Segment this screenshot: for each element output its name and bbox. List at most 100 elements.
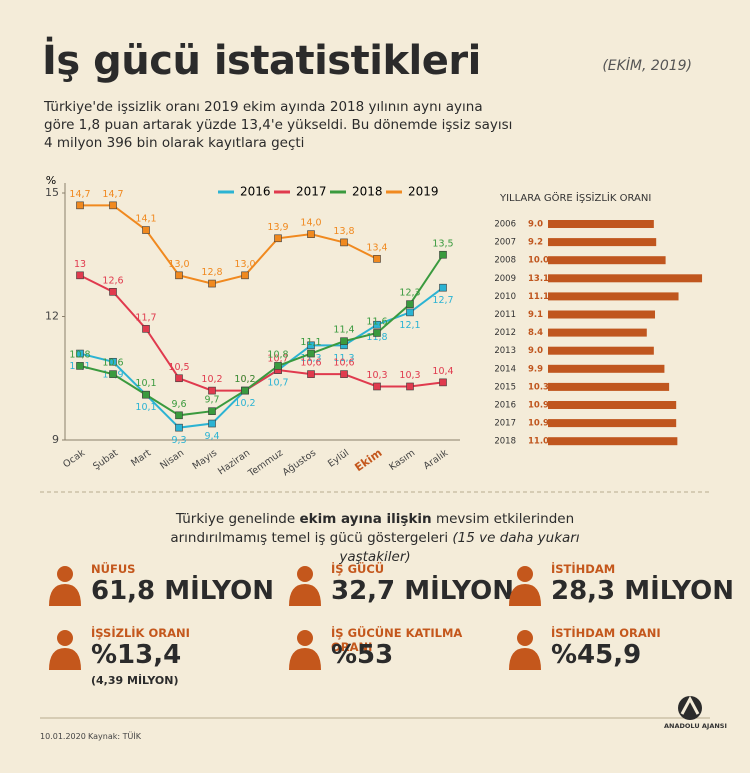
value-label: 10,3	[399, 370, 420, 381]
bar	[548, 238, 657, 247]
value-label: 8.4	[528, 328, 543, 338]
stat: İŞ GÜCÜ 32,7 MİLYON	[285, 560, 514, 616]
point	[208, 407, 216, 415]
point	[142, 390, 150, 399]
stat-label: İSTİHDAM ORANI	[551, 626, 661, 640]
logo	[678, 695, 702, 720]
value-label: 12,8	[201, 267, 222, 278]
point	[241, 271, 249, 280]
value-label: 13,0	[168, 259, 189, 270]
category-label: 2006	[494, 220, 516, 230]
stat-icon	[509, 630, 541, 670]
point	[208, 279, 216, 288]
x-tick-label: Mart	[129, 447, 153, 469]
value-label: 9.1	[528, 310, 543, 320]
value-label: 10,6	[102, 358, 123, 369]
point	[406, 308, 414, 317]
value-label: 11.0	[528, 437, 549, 447]
point	[76, 362, 84, 370]
stat-icon	[289, 630, 321, 670]
category-label: 2008	[494, 256, 516, 266]
intro-text: mevsim etkilerinden arındırılmamış temel…	[170, 511, 575, 546]
value-label: 13.1	[528, 274, 549, 284]
x-tick-label: Mayıs	[191, 447, 220, 472]
point	[109, 370, 117, 378]
series-line	[79, 254, 444, 417]
category-label: 2016	[494, 401, 516, 411]
value-label: 11.1	[528, 292, 549, 302]
value-label: 10,6	[300, 358, 321, 369]
stat: İŞSİZLİK ORANI %13,4 (4,39 MİLYON)	[45, 624, 265, 687]
point	[175, 423, 183, 432]
category-label: 2018	[494, 437, 516, 447]
x-tick-label: Ocak	[61, 447, 87, 470]
x-tick-label: Haziran	[216, 447, 252, 477]
point	[76, 349, 84, 358]
point	[274, 362, 282, 370]
intro-text: Türkiye genelinde	[175, 511, 296, 527]
value-label: 11,1	[300, 337, 321, 348]
value-label: 13,0	[234, 259, 255, 270]
bar	[548, 437, 678, 446]
bar	[548, 346, 654, 355]
series-line	[80, 204, 378, 285]
point	[373, 329, 381, 337]
value-label: 12,6	[102, 275, 123, 286]
stat-value: 61,8 MİLYON	[91, 576, 275, 606]
value-label: 10,1	[135, 402, 156, 413]
x-tick-label: Şubat	[91, 447, 120, 472]
legend-label: 2019	[408, 185, 439, 199]
value-label: 10,3	[366, 370, 387, 381]
stat-label: İSTİHDAM	[551, 562, 616, 576]
point	[241, 386, 249, 395]
value-label: 13,9	[267, 222, 288, 233]
bar	[548, 382, 670, 391]
value-label: 10,2	[234, 374, 255, 385]
stat-label: İŞ GÜCÜNE KATILMA ORANI	[331, 626, 463, 654]
value-label: 9.9	[528, 364, 543, 374]
bar-chart-title: YILLARA GÖRE İŞSİZLİK ORANI	[499, 191, 651, 204]
point	[340, 337, 348, 346]
point	[307, 349, 315, 358]
point	[109, 287, 117, 296]
bar	[548, 292, 679, 301]
point	[142, 325, 150, 333]
y-tick-label: 15	[45, 186, 59, 199]
bar	[548, 274, 703, 283]
bar	[548, 220, 654, 228]
point	[373, 320, 381, 329]
stat: NÜFUS 61,8 MİLYON	[45, 560, 274, 616]
stat-value: 32,7 MİLYON	[331, 576, 515, 606]
point	[307, 370, 315, 378]
x-tick-label: Eylül	[326, 447, 351, 469]
point	[307, 341, 315, 350]
value-label: 10,2	[234, 398, 255, 409]
bar	[548, 310, 656, 319]
x-tick-label: Ekim	[352, 446, 384, 474]
value-label: 13,4	[366, 242, 387, 253]
point	[109, 357, 117, 366]
value-label: 13	[74, 259, 86, 270]
value-label: 10.9	[528, 401, 549, 411]
stat-icon	[49, 630, 81, 670]
category-label: 2013	[494, 346, 516, 356]
point	[406, 300, 414, 308]
point	[406, 382, 414, 391]
value-label: 13,5	[432, 238, 453, 249]
value-label: 9,3	[171, 435, 186, 446]
category-label: 2015	[494, 382, 516, 392]
date: (EKİM, 2019)	[602, 58, 692, 74]
value-label: 11,8	[366, 332, 387, 343]
point	[175, 411, 183, 420]
value-label: 11,6	[366, 316, 387, 327]
value-label: 13,8	[333, 226, 354, 237]
point	[76, 201, 84, 210]
category-label: 2017	[494, 419, 516, 429]
point	[208, 419, 216, 428]
stat: İSTİHDAM 28,3 MİLYON	[505, 560, 734, 616]
brand: ANADOLU AJANSI	[664, 722, 727, 730]
value-label: 14,1	[135, 214, 156, 225]
stat-value: %45,9	[551, 640, 642, 670]
value-label: 9,7	[204, 395, 219, 406]
